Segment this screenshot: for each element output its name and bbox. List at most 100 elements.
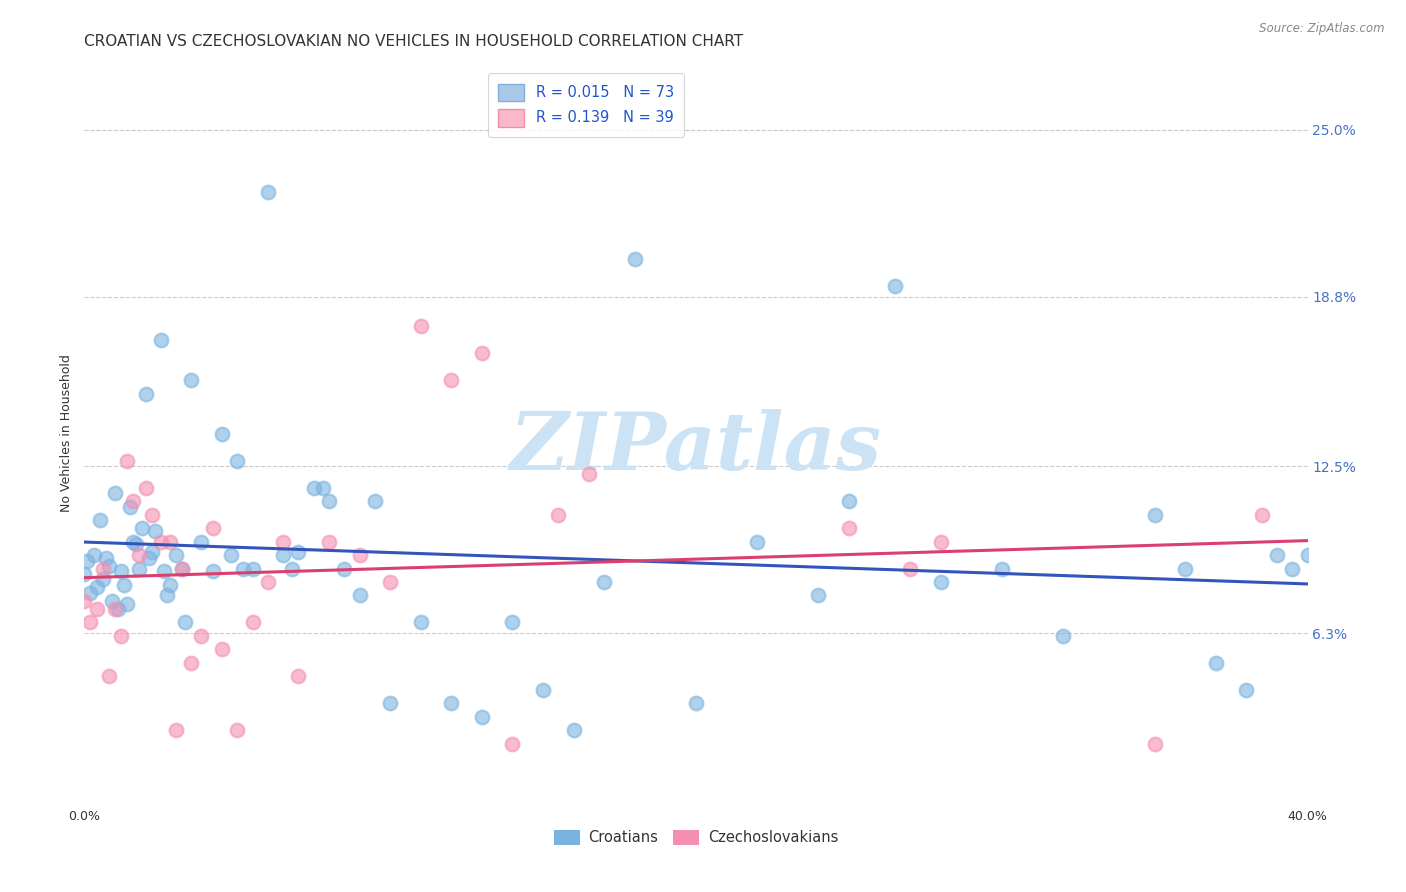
Point — [302, 481, 325, 495]
Point — [76, 553, 98, 567]
Point — [91, 572, 114, 586]
Point — [201, 521, 224, 535]
Point — [165, 723, 187, 738]
Point — [1143, 508, 1166, 522]
Point — [86, 581, 108, 595]
Point — [86, 602, 108, 616]
Point — [502, 615, 524, 630]
Point — [153, 564, 176, 578]
Point — [312, 481, 335, 495]
Point — [73, 594, 96, 608]
Y-axis label: No Vehicles in Household: No Vehicles in Household — [60, 354, 73, 511]
Point — [104, 602, 127, 616]
Point — [112, 578, 135, 592]
Point — [440, 696, 463, 710]
Point — [838, 494, 860, 508]
Point — [128, 548, 150, 562]
Point — [211, 427, 233, 442]
Point — [380, 696, 402, 710]
Point — [122, 534, 145, 549]
Point — [281, 561, 304, 575]
Point — [190, 534, 212, 549]
Point — [409, 319, 432, 334]
Point — [287, 669, 309, 683]
Point — [135, 481, 157, 495]
Point — [349, 548, 371, 562]
Point — [211, 642, 233, 657]
Point — [898, 561, 921, 575]
Point — [138, 550, 160, 565]
Point — [440, 373, 463, 387]
Point — [172, 561, 194, 575]
Point — [201, 564, 224, 578]
Point — [242, 561, 264, 575]
Point — [1281, 561, 1303, 575]
Point — [141, 508, 163, 522]
Point — [165, 548, 187, 562]
Point — [156, 589, 179, 603]
Point — [929, 534, 952, 549]
Point — [271, 548, 294, 562]
Point — [287, 545, 309, 559]
Point — [89, 513, 111, 527]
Point — [1143, 737, 1166, 751]
Point — [159, 534, 181, 549]
Point — [349, 589, 371, 603]
Point — [1205, 656, 1227, 670]
Point — [578, 467, 600, 482]
Point — [190, 629, 212, 643]
Point — [107, 602, 129, 616]
Point — [128, 561, 150, 575]
Point — [180, 656, 202, 670]
Point — [1236, 682, 1258, 697]
Point — [409, 615, 432, 630]
Point — [94, 550, 117, 565]
Point — [807, 589, 830, 603]
Point — [364, 494, 387, 508]
Point — [110, 564, 132, 578]
Point — [149, 534, 172, 549]
Text: ZIPatlas: ZIPatlas — [510, 409, 882, 486]
Point — [624, 252, 647, 266]
Point — [562, 723, 585, 738]
Point — [232, 561, 254, 575]
Point — [593, 575, 616, 590]
Legend: Croatians, Czechoslovakians: Croatians, Czechoslovakians — [548, 824, 844, 851]
Point — [257, 575, 280, 590]
Point — [97, 558, 120, 573]
Point — [1296, 548, 1319, 562]
Text: Source: ZipAtlas.com: Source: ZipAtlas.com — [1260, 22, 1385, 36]
Point — [685, 696, 707, 710]
Point — [143, 524, 166, 538]
Point — [1250, 508, 1272, 522]
Point — [110, 629, 132, 643]
Point — [380, 575, 402, 590]
Point — [318, 534, 340, 549]
Point — [101, 594, 124, 608]
Point — [502, 737, 524, 751]
Point — [242, 615, 264, 630]
Point — [104, 486, 127, 500]
Point — [91, 561, 114, 575]
Point — [747, 534, 769, 549]
Point — [172, 561, 194, 575]
Point — [333, 561, 356, 575]
Point — [115, 454, 138, 468]
Point — [125, 537, 148, 551]
Point — [838, 521, 860, 535]
Point — [180, 373, 202, 387]
Point — [1052, 629, 1074, 643]
Point — [141, 545, 163, 559]
Point — [226, 454, 249, 468]
Point — [79, 586, 101, 600]
Point — [219, 548, 242, 562]
Point — [471, 346, 494, 360]
Point — [174, 615, 197, 630]
Point — [159, 578, 181, 592]
Point — [1174, 561, 1197, 575]
Point — [131, 521, 153, 535]
Point — [97, 669, 120, 683]
Point — [149, 333, 172, 347]
Point — [226, 723, 249, 738]
Point — [73, 566, 96, 581]
